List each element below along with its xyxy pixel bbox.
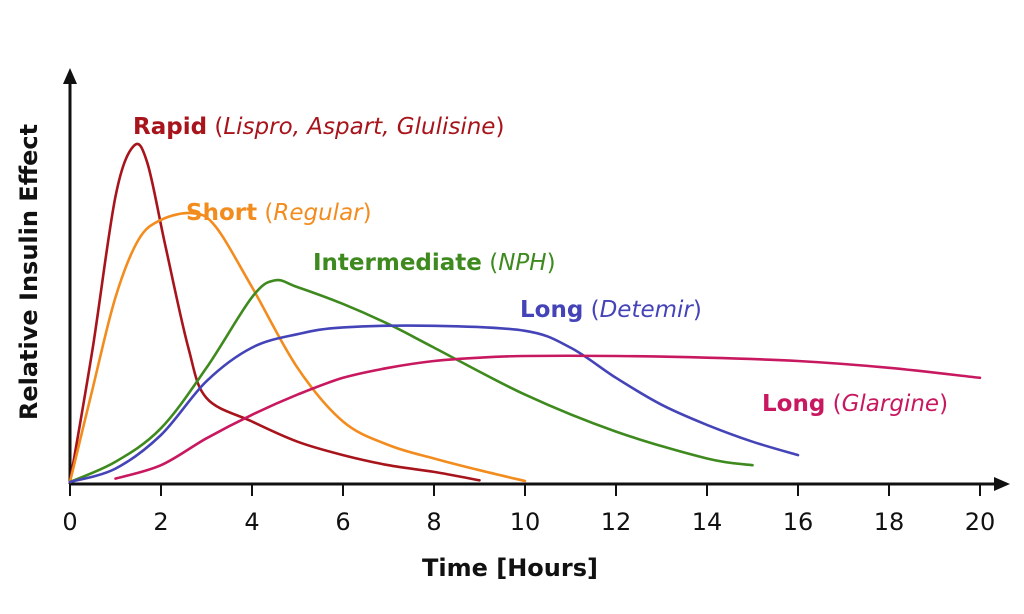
label-intermediate-drugs: NPH: [498, 250, 546, 276]
x-tick-label: 12: [601, 508, 632, 536]
label-paren-close: ): [495, 114, 504, 140]
label-paren-close: ): [939, 391, 948, 417]
label-paren-open: (: [825, 391, 841, 417]
x-tick-label: 0: [62, 508, 77, 536]
label-long-glargine-name: Long: [762, 391, 825, 417]
label-paren-open: (: [207, 114, 223, 140]
label-paren-open: (: [257, 200, 273, 226]
x-tick-label: 8: [426, 508, 441, 536]
label-short: Short (Regular): [186, 200, 372, 226]
label-long-detemir: Long (Detemir): [520, 297, 702, 323]
label-long-glargine: Long (Glargine): [762, 391, 948, 417]
label-paren-open: (: [583, 297, 599, 323]
label-long-detemir-drugs: Detemir: [600, 297, 695, 323]
x-axis-arrowhead: [994, 477, 1010, 491]
x-tick-label: 18: [874, 508, 905, 536]
label-intermediate: Intermediate (NPH): [313, 250, 556, 276]
label-paren-close: ): [363, 200, 372, 226]
x-tick-label: 2: [153, 508, 168, 536]
y-axis-title: Relative Insulin Effect: [15, 124, 43, 420]
label-short-drugs: Regular: [273, 200, 364, 226]
label-paren-close: ): [547, 250, 556, 276]
axes: [63, 68, 1010, 491]
y-axis-arrowhead: [63, 68, 77, 84]
label-long-glargine-drugs: Glargine: [842, 391, 939, 417]
curve-intermediate: [68, 278, 754, 484]
curve-long-glargine: [114, 354, 982, 480]
curve-short: [68, 211, 527, 484]
label-intermediate-name: Intermediate: [313, 250, 482, 276]
x-tick-label: 20: [965, 508, 996, 536]
series-labels: Rapid (Lispro, Aspart, Glulisine)Short (…: [133, 114, 948, 417]
series-curves: [68, 142, 982, 484]
x-axis-title: Time [Hours]: [422, 554, 598, 582]
label-rapid-name: Rapid: [133, 114, 207, 140]
x-tick-label: 16: [783, 508, 814, 536]
label-long-detemir-name: Long: [520, 297, 583, 323]
curve-long-detemir: [68, 324, 800, 484]
curve-rapid: [68, 142, 481, 484]
x-tick-label: 6: [335, 508, 350, 536]
x-tick-label: 14: [692, 508, 723, 536]
label-short-name: Short: [186, 200, 257, 226]
x-tick-label: 10: [510, 508, 541, 536]
x-tick-label: 4: [244, 508, 259, 536]
label-rapid: Rapid (Lispro, Aspart, Glulisine): [133, 114, 504, 140]
label-paren-close: ): [693, 297, 702, 323]
x-ticks: 0 2 4 6 8 10 12 14 16 18 20: [62, 484, 995, 536]
label-rapid-drugs: Lispro, Aspart, Glulisine: [223, 114, 495, 140]
label-paren-open: (: [482, 250, 498, 276]
